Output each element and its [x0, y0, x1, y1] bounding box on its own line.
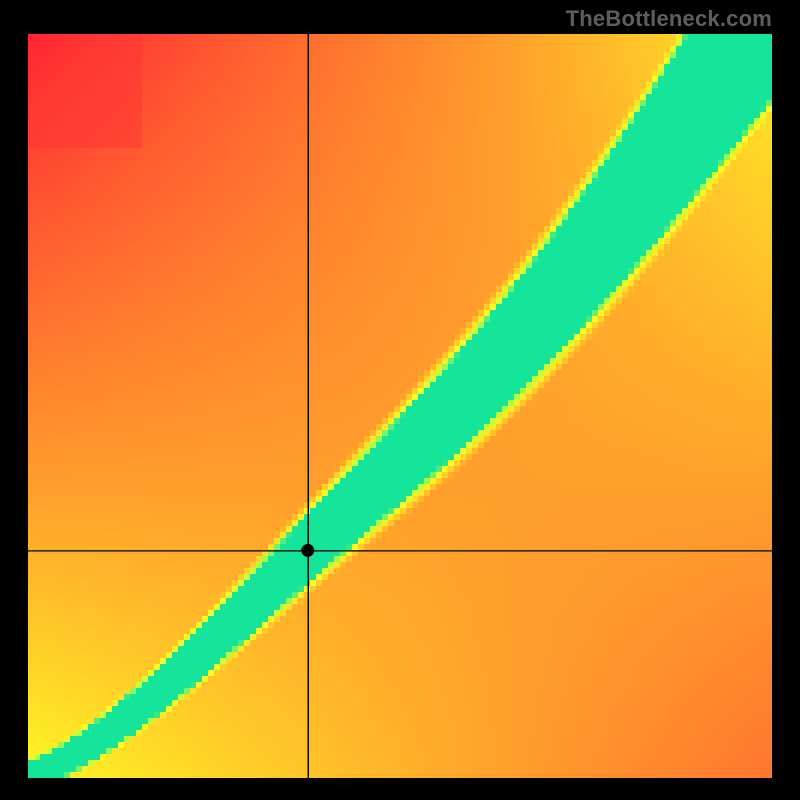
- plot-area: [28, 34, 772, 778]
- chart-frame: TheBottleneck.com: [0, 0, 800, 800]
- heatmap-canvas: [28, 34, 772, 778]
- watermark-text: TheBottleneck.com: [566, 6, 772, 32]
